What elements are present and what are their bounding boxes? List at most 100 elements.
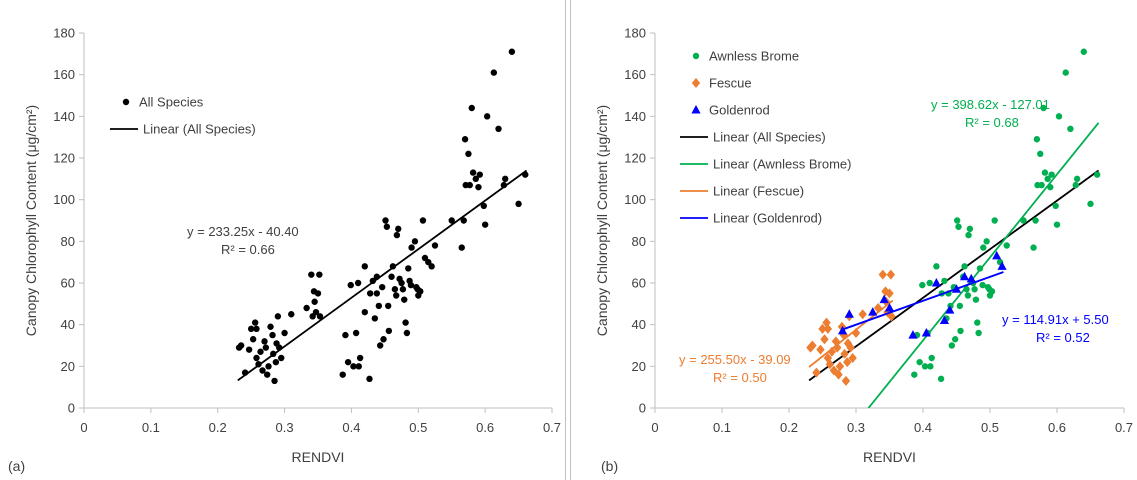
legend-label: Awnless Brome — [709, 49, 799, 64]
data-point — [312, 308, 320, 316]
data-point — [956, 302, 964, 310]
x-tick-label: 0.7 — [1115, 420, 1133, 435]
data-point — [428, 263, 435, 270]
legend: Awnless Brome Fescue Goldenrod Linear (All … — [680, 49, 851, 226]
data-point — [303, 304, 310, 312]
data-point — [316, 313, 324, 320]
chart-a: 0 20 40 60 80 100 120 140 160 180 0 0.1 0.2 0.3 0.4 0.5… — [8, 26, 561, 475]
legend-label: All Species — [139, 95, 204, 110]
legend-marker — [691, 105, 701, 114]
data-point — [851, 328, 861, 338]
y-tick-label: 100 — [624, 192, 646, 207]
data-point — [389, 263, 397, 270]
panel-label: (b) — [601, 458, 618, 474]
data-point — [881, 286, 890, 297]
trendlines — [808, 122, 1100, 408]
legend-marker — [692, 52, 700, 60]
data-point — [941, 277, 948, 285]
data-point — [878, 269, 887, 280]
data-point — [490, 69, 498, 76]
chart-b: 0 20 40 60 80 100 120 140 160 180 0 0.1 0.2 0.3 0.4 0.5… — [594, 26, 1133, 475]
data-point — [393, 292, 400, 299]
data-point — [342, 331, 349, 339]
data-point — [502, 175, 509, 183]
data-point — [966, 273, 976, 283]
data-point — [983, 238, 990, 245]
legend-marker — [122, 98, 130, 106]
data-point — [858, 309, 867, 320]
data-point — [1080, 48, 1087, 55]
trendline-goldenrod-overlay — [842, 271, 1004, 331]
data-point — [955, 223, 962, 230]
data-point — [976, 265, 984, 272]
data-point — [270, 350, 277, 358]
data-point — [884, 303, 895, 312]
data-point — [354, 279, 362, 287]
chart-panel-a: 0 20 40 60 80 100 120 140 160 180 0 0.1 0.2 0.3 0.4 0.5… — [0, 0, 566, 480]
x-tick-label: 0.3 — [276, 420, 294, 435]
data-point — [251, 319, 259, 326]
legend: All Species Linear (All Species) — [110, 95, 256, 137]
data-point — [1038, 181, 1045, 189]
data-point — [431, 242, 439, 249]
data-point — [827, 346, 837, 357]
data-point — [267, 323, 274, 330]
data-point — [376, 342, 384, 349]
data-point — [398, 279, 405, 287]
data-point — [959, 271, 970, 281]
data-point — [992, 250, 1002, 260]
data-point — [259, 367, 266, 374]
data-point — [988, 288, 996, 295]
data-point — [355, 363, 362, 370]
data-point — [375, 302, 383, 310]
data-point — [373, 273, 381, 280]
data-point — [928, 354, 935, 362]
data-point — [1048, 171, 1055, 178]
data-point — [460, 217, 467, 224]
data-point — [926, 279, 933, 287]
data-point — [468, 104, 475, 112]
data-point — [407, 281, 415, 289]
data-point — [373, 290, 381, 297]
y-tick-label: 0 — [639, 401, 646, 416]
data-point — [391, 286, 399, 293]
legend-label: Fescue — [709, 76, 752, 91]
data-point — [393, 231, 401, 239]
data-point — [848, 353, 857, 363]
data-point — [461, 136, 469, 143]
x-tick-label: 0.7 — [543, 420, 561, 435]
data-point — [515, 200, 522, 208]
data-point — [921, 363, 929, 370]
data-point — [966, 225, 974, 233]
data-point — [347, 281, 354, 289]
data-point — [385, 302, 392, 310]
panel-label: (a) — [8, 458, 25, 474]
data-point — [382, 217, 389, 224]
data-point — [388, 273, 395, 280]
data-point — [838, 325, 848, 335]
trendline-linear-all-species — [237, 169, 528, 382]
equation-annotation: R² = 0.52 — [1036, 330, 1090, 345]
y-tick-label: 120 — [624, 151, 646, 166]
data-point — [352, 329, 360, 337]
data-point — [483, 113, 491, 120]
data-point — [249, 336, 257, 343]
data-point — [971, 286, 978, 293]
x-tick-label: 0.4 — [342, 420, 360, 435]
y-tick-label: 60 — [61, 276, 75, 291]
data-point — [885, 288, 894, 299]
data-point — [361, 263, 368, 270]
data-point — [253, 325, 260, 333]
data-point — [253, 354, 260, 362]
x-tick-label: 0.3 — [847, 420, 865, 435]
legend-label: Linear (Goldenrod) — [713, 211, 822, 226]
x-tick-label: 0.5 — [981, 420, 999, 435]
data-point — [846, 342, 855, 353]
legend-label: Linear (All Species) — [143, 122, 256, 137]
data-point — [411, 238, 419, 245]
data-point — [265, 363, 272, 370]
y-tick-label: 40 — [61, 317, 75, 332]
y-tick-label: 100 — [53, 192, 75, 207]
data-point — [1062, 69, 1069, 76]
data-point — [356, 354, 364, 362]
